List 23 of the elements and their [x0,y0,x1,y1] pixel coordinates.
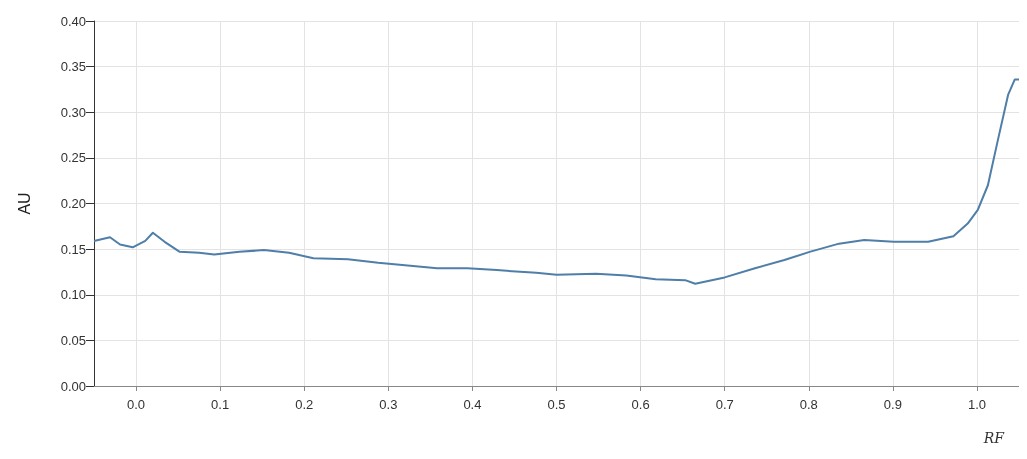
y-tick-label: 0.30 [60,104,86,120]
x-tick-label: 0.0 [127,397,146,412]
x-tick-label: 0.6 [631,397,650,412]
y-tick-label: 0.35 [60,59,86,75]
x-axis-title: RF [982,430,1006,446]
x-tick-label: 0.7 [715,397,734,412]
x-tick-label: 0.2 [295,397,314,412]
x-tick-label: 0.3 [379,397,398,412]
y-tick-label: 0.00 [60,378,86,394]
y-tick-label: 0.15 [60,241,86,257]
y-tick-label: 0.10 [60,287,86,303]
x-tick-label: 0.4 [463,397,482,412]
y-axis-title: AU [15,192,33,215]
x-tick-label: 0.8 [799,397,818,412]
line-series [93,78,1019,285]
y-tick-label: 0.05 [60,332,86,348]
x-tick-label: 1.0 [967,397,986,412]
y-tick-label: 0.40 [60,13,86,29]
y-tick-label: 0.25 [60,150,86,166]
y-tick-label: 0.20 [60,196,86,211]
x-tick-label: 0.9 [883,397,902,412]
x-tick-label: 0.1 [211,397,230,412]
x-tick-label: 0.5 [547,397,566,412]
